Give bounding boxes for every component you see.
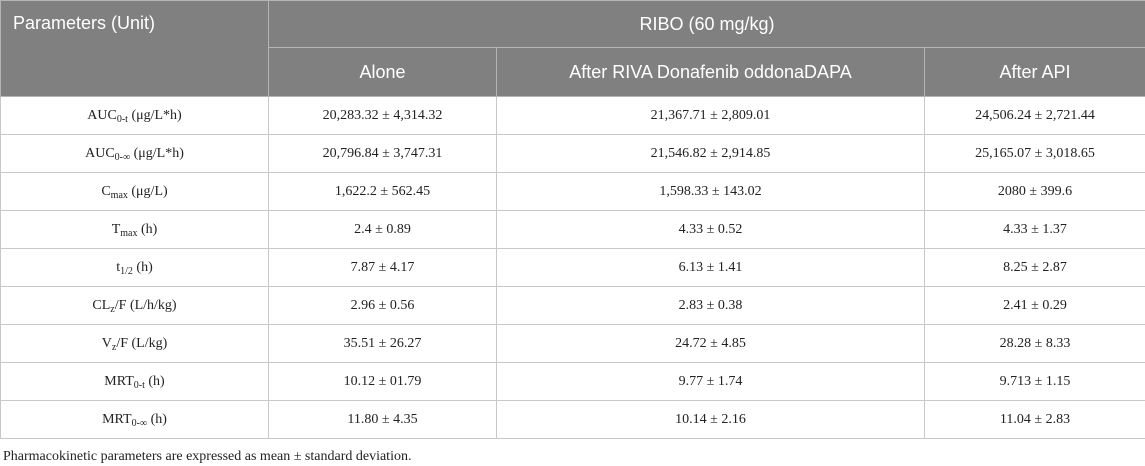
value-cell: 4.33 ± 1.37	[923, 210, 1145, 249]
parameter-unit: (h)	[136, 259, 153, 275]
table-row: Vz/F (L/kg) 35.51 ± 26.27 24.72 ± 4.85 28.2…	[0, 324, 1145, 363]
value-cell: 20,283.32 ± 4,314.32	[268, 96, 497, 135]
value-cell: 10.12 ± 01.79	[268, 362, 497, 401]
value-cell: 2.96 ± 0.56	[268, 286, 497, 325]
parameter-subscript: 0-∞	[114, 151, 131, 163]
table-row: MRT0-t (h) 10.12 ± 01.79 9.77 ± 1.74 9.713 …	[0, 362, 1145, 401]
table-row: t1/2 (h) 7.87 ± 4.17 6.13 ± 1.41 8.25 ± 2.8…	[0, 248, 1145, 287]
parameter-cell: MRT0-t (h)	[0, 362, 269, 401]
parameter-subscript: z	[111, 341, 117, 353]
column-header-after-riva: After RIVA Donafenib oddonaDAPA	[496, 47, 925, 97]
parameter-suffix: /F	[116, 335, 128, 351]
table-row: MRT0-∞ (h) 11.80 ± 4.35 10.14 ± 2.16 11.04 …	[0, 400, 1145, 439]
parameter-subscript: 0-t	[116, 113, 128, 125]
value-cell: 2.83 ± 0.38	[496, 286, 925, 325]
parameter-cell: Vz/F (L/kg)	[0, 324, 269, 363]
parameter-cell: AUC0-t (μg/L*h)	[0, 96, 269, 135]
column-header-alone: Alone	[268, 47, 497, 97]
value-cell: 21,367.71 ± 2,809.01	[496, 96, 925, 135]
parameter-name: T	[111, 221, 121, 237]
parameter-unit: (μg/L*h)	[133, 145, 184, 161]
parameter-unit: (h)	[148, 373, 165, 389]
value-cell: 9.713 ± 1.15	[923, 362, 1145, 401]
parameter-name: MRT	[102, 411, 132, 427]
value-cell: 24,506.24 ± 2,721.44	[923, 96, 1145, 135]
value-cell: 21,546.82 ± 2,914.85	[496, 134, 925, 173]
table-row: Cmax (μg/L) 1,622.2 ± 562.45 1,598.33 ± 14…	[0, 172, 1145, 211]
value-cell: 25,165.07 ± 3,018.65	[923, 134, 1145, 173]
table-row: AUC0-∞ (μg/L*h) 20,796.84 ± 3,747.31 21,54…	[0, 134, 1145, 173]
parameter-cell: CLz/F (L/h/kg)	[0, 286, 269, 325]
value-cell: 2.4 ± 0.89	[268, 210, 497, 249]
parameter-subscript: max	[110, 189, 128, 201]
parameter-name: t	[116, 259, 121, 275]
table-body: AUC0-t (μg/L*h) 20,283.32 ± 4,314.32 21,36…	[0, 96, 1145, 439]
value-cell: 7.87 ± 4.17	[268, 248, 497, 287]
parameter-unit: (μg/L*h)	[131, 107, 182, 123]
value-cell: 2080 ± 399.6	[923, 172, 1145, 211]
value-cell: 28.28 ± 8.33	[923, 324, 1145, 363]
value-cell: 11.80 ± 4.35	[268, 400, 497, 439]
parameter-subscript: 0-∞	[131, 417, 148, 429]
table-row: Tmax (h) 2.4 ± 0.89 4.33 ± 0.52 4.33 ± 1.37	[0, 210, 1145, 249]
parameter-name: AUC	[85, 145, 115, 161]
parameter-subscript: z	[110, 303, 115, 315]
value-cell: 1,598.33 ± 143.02	[496, 172, 925, 211]
parameter-cell: Tmax (h)	[0, 210, 269, 249]
parameter-unit: (L/kg)	[131, 335, 168, 351]
column-header-after-api: After API	[923, 47, 1145, 97]
value-cell: 24.72 ± 4.85	[496, 324, 925, 363]
value-cell: 35.51 ± 26.27	[268, 324, 497, 363]
value-cell: 2.41 ± 0.29	[923, 286, 1145, 325]
parameter-unit: (L/h/kg)	[129, 297, 177, 313]
parameter-name: C	[101, 183, 111, 199]
parameter-name: MRT	[104, 373, 134, 389]
value-cell: 1,622.2 ± 562.45	[268, 172, 497, 211]
parameter-name: AUC	[87, 107, 117, 123]
parameter-name: CL	[92, 297, 111, 313]
parameter-cell: AUC0-∞ (μg/L*h)	[0, 134, 269, 173]
parameter-name: V	[101, 335, 112, 351]
table-row: AUC0-t (μg/L*h) 20,283.32 ± 4,314.32 21,36…	[0, 96, 1145, 135]
parameter-subscript: 1/2	[120, 265, 133, 277]
parameter-cell: MRT0-∞ (h)	[0, 400, 269, 439]
value-cell: 4.33 ± 0.52	[496, 210, 925, 249]
pk-table: Parameters (Unit) RIBO (60 mg/kg) Alone …	[0, 0, 1145, 439]
header-row-2: Alone After RIVA Donafenib oddonaDAPA Af…	[1, 47, 1145, 97]
value-cell: 20,796.84 ± 3,747.31	[268, 134, 497, 173]
parameter-cell: Cmax (μg/L)	[0, 172, 269, 211]
param-column-header: Parameters (Unit)	[0, 0, 269, 97]
footnote: Pharmacokinetic parameters are expressed…	[3, 449, 412, 464]
parameter-unit: (h)	[150, 411, 167, 427]
group-header: RIBO (60 mg/kg)	[267, 0, 1145, 48]
header-row-1: Parameters (Unit) RIBO (60 mg/kg)	[0, 0, 1145, 97]
parameter-suffix: /F	[114, 297, 127, 313]
parameter-unit: (h)	[140, 221, 158, 237]
parameter-unit: (μg/L)	[131, 183, 168, 199]
value-cell: 11.04 ± 2.83	[923, 400, 1145, 439]
parameter-cell: t1/2 (h)	[0, 248, 269, 287]
parameter-subscript: 0-t	[133, 379, 145, 391]
parameter-subscript: max	[120, 227, 138, 239]
value-cell: 6.13 ± 1.41	[496, 248, 925, 287]
table-row: CLz/F (L/h/kg) 2.96 ± 0.56 2.83 ± 0.38 2.41…	[0, 286, 1145, 325]
value-cell: 10.14 ± 2.16	[496, 400, 925, 439]
value-cell: 9.77 ± 1.74	[496, 362, 925, 401]
value-cell: 8.25 ± 2.87	[923, 248, 1145, 287]
